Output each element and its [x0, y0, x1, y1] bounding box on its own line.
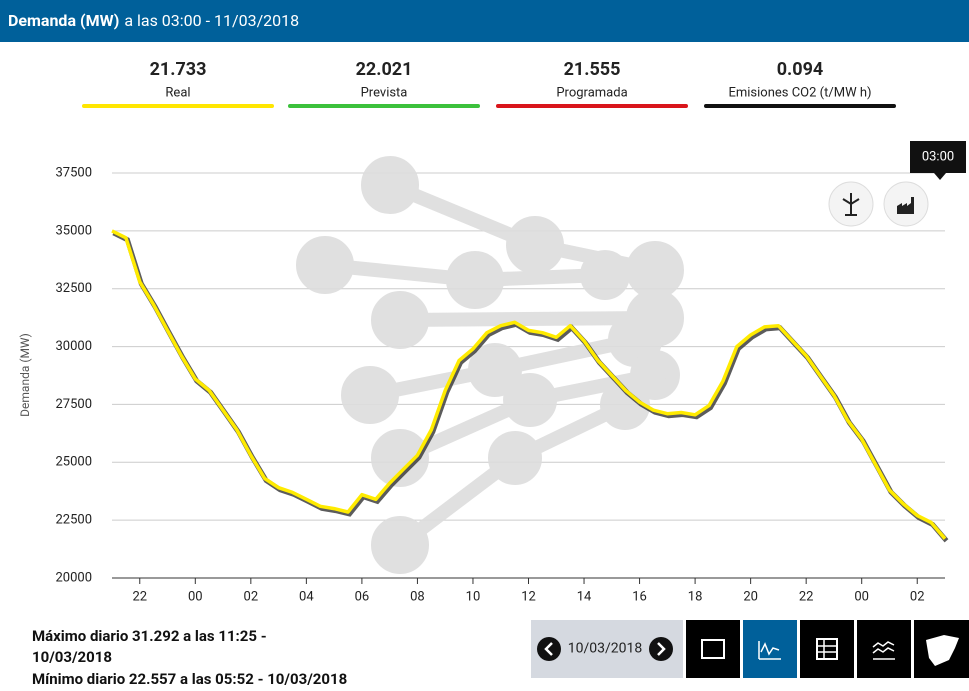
header-subtitle: a las 03:00 - 11/03/2018 [124, 11, 299, 30]
x-tick-label: 16 [632, 589, 647, 604]
x-tick-label: 18 [688, 589, 703, 604]
kpi-value: 0.094 [777, 59, 824, 80]
chart: Demanda (MW) a las 03:00 - 11/03/2018 Dem… [0, 0, 969, 691]
x-tick-label: 08 [410, 589, 425, 604]
toolbar: 10/03/2018 [531, 620, 969, 678]
y-tick-label: 30000 [55, 339, 92, 354]
kpi-label: Programada [556, 85, 627, 100]
header: Demanda (MW) a las 03:00 - 11/03/2018 [8, 11, 299, 30]
x-tick-label: 14 [577, 589, 592, 604]
icon-buttons: 03:00 [829, 141, 966, 226]
y-tick-label: 20000 [55, 570, 92, 585]
x-tick-label: 20 [743, 589, 758, 604]
x-tick-label: 10 [466, 589, 481, 604]
y-tick-label: 37500 [55, 165, 92, 180]
page: Demanda (MW) a las 03:00 - 11/03/2018 Dem… [0, 0, 969, 691]
x-tick-label: 00 [854, 589, 869, 604]
x-tick-label: 04 [299, 589, 314, 604]
y-tick-label: 22500 [55, 513, 92, 528]
min-note: Mínimo diario 22.557 a las 05:52 - 10/03… [32, 669, 347, 690]
tooltip-arrow [934, 173, 946, 180]
calendar-button[interactable] [686, 620, 740, 678]
x-tick-label: 00 [188, 589, 203, 604]
x-tick-label: 02 [910, 589, 925, 604]
max-note: Máximo diario 31.292 a las 11:25 - 10/03… [32, 626, 332, 668]
y-tick-label: 35000 [55, 223, 92, 238]
prev-button[interactable] [537, 637, 561, 661]
y-axis-title: Demanda (MW) [18, 333, 32, 417]
y-tick-label: 27500 [55, 397, 92, 412]
x-tick-label: 22 [132, 589, 147, 604]
x-tick-label: 06 [355, 589, 370, 604]
x-tick-label: 12 [521, 589, 536, 604]
kpi-label: Emisiones CO2 (t/MW h) [728, 85, 871, 100]
watermark [303, 163, 677, 567]
kpi-label: Prevista [361, 85, 408, 100]
next-button[interactable] [649, 637, 673, 661]
tooltip: 03:00 [922, 149, 954, 164]
chart-button[interactable] [743, 620, 797, 678]
date-label: 10/03/2018 [568, 641, 643, 657]
table-button[interactable] [800, 620, 854, 678]
y-tick-label: 32500 [55, 281, 92, 296]
kpi-label: Real [165, 85, 190, 100]
kpi-value: 21.555 [564, 59, 621, 80]
kpi-value: 22.021 [356, 59, 413, 80]
area-button[interactable] [857, 620, 911, 678]
x-tick-label: 22 [799, 589, 814, 604]
header-title: Demanda (MW) [8, 11, 119, 30]
kpi-value: 21.733 [150, 59, 207, 80]
x-tick-label: 02 [244, 589, 259, 604]
y-tick-label: 25000 [55, 455, 92, 470]
